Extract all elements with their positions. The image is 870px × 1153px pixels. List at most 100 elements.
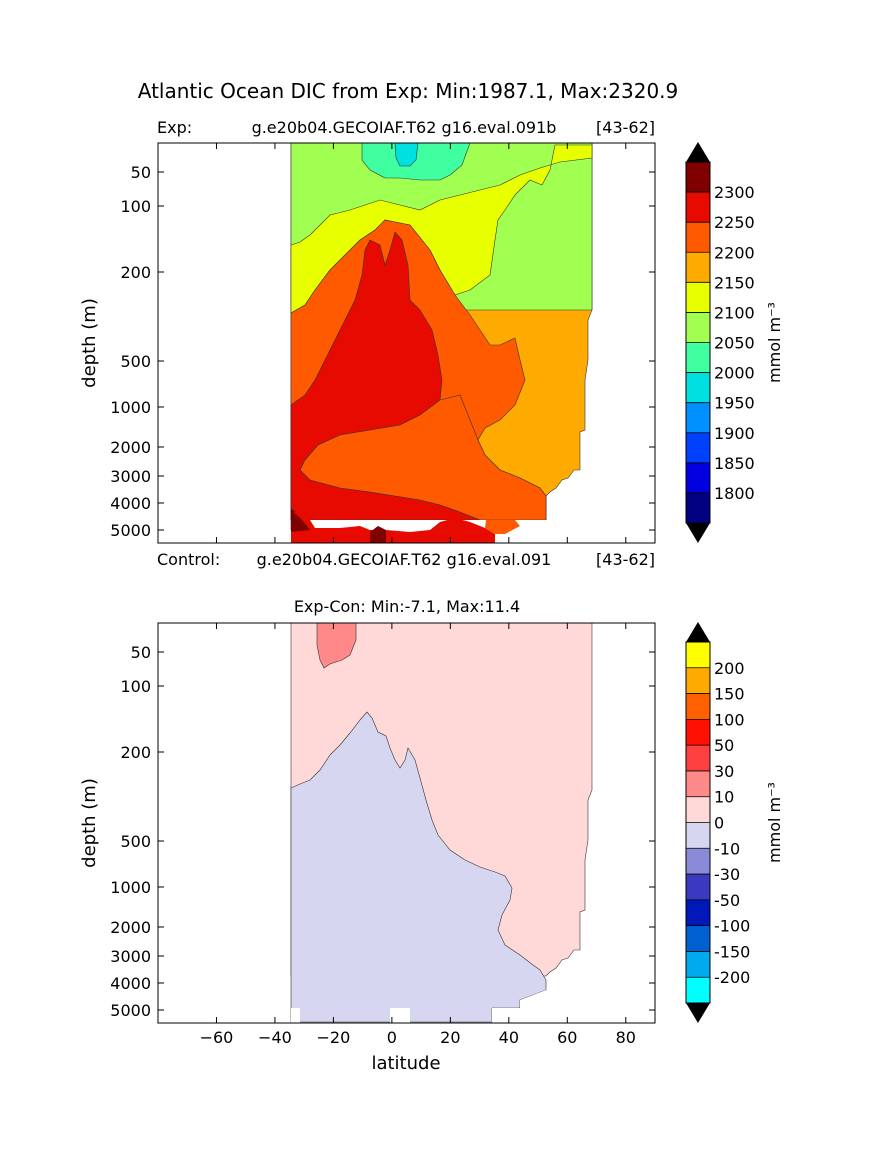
xtick-label: −60 [200,1028,234,1047]
colorbar-swatch [686,252,710,282]
colorbar-tick-label: 1800 [714,484,755,503]
colorbar-label: mmol m⁻³ [765,782,784,863]
colorbar-swatch [686,403,710,433]
colorbar-tick-label: 30 [714,762,734,781]
colorbar-swatch [686,926,710,952]
colorbar-tick-label: -150 [714,942,750,961]
colorbar-swatch [686,373,710,403]
ytick-label: 3000 [110,947,151,966]
ytick-label: 500 [120,832,151,851]
diff-title: Exp-Con: Min:-7.1, Max:11.4 [294,597,520,616]
exp-field [291,143,595,550]
colorbar-swatch [686,797,710,823]
colorbar-swatch [686,192,710,222]
colorbar-swatch [686,282,710,312]
diff-ylabel: depth (m) [79,778,100,868]
ytick-label: 50 [131,643,151,662]
exp-title-left: Exp: [157,118,192,137]
exp-title-center: g.e20b04.GECOIAF.T62 g16.eval.091b [252,118,557,137]
ytick-label: 4000 [110,494,151,513]
xtick-label: 60 [557,1028,577,1047]
colorbar-swatch [686,463,710,493]
colorbar-extend-over [686,622,710,642]
exp-panel: 50 100 200 500 1000 2000 3000 4000 5000 depth (m… [79,143,655,550]
xtick-label: 80 [616,1028,636,1047]
colorbar-swatch [686,642,710,668]
ytick-label: 100 [120,677,151,696]
colorbar-swatch [686,951,710,977]
colorbar-tick-label: 2300 [714,183,755,202]
colorbar-swatch [686,694,710,720]
colorbar-swatch [686,312,710,342]
figure-suptitle: Atlantic Ocean DIC from Exp: Min:1987.1,… [138,79,679,103]
colorbar-tick-label: 2200 [714,243,755,262]
colorbar-swatch [686,771,710,797]
colorbar-label: mmol m⁻³ [765,302,784,383]
colorbar-tick-label: -50 [714,891,740,910]
colorbar-tick-label: 0 [714,814,724,833]
ytick-label: 1000 [110,878,151,897]
colorbar-swatch [686,162,710,192]
colorbar-swatch [686,848,710,874]
ytick-label: 500 [120,352,151,371]
colorbar-swatch [686,823,710,849]
control-title-right: [43-62] [596,550,655,569]
colorbar-tick-label: 1900 [714,424,755,443]
colorbar-tick-label: 150 [714,685,745,704]
xtick-label: 0 [387,1028,397,1047]
ytick-label: 100 [120,197,151,216]
xtick-label: −40 [258,1028,292,1047]
colorbar-tick-label: 10 [714,788,734,807]
xtick-label: 40 [499,1028,519,1047]
diff-colorbar: -200-150-100-50-30-100103050100150200mmo… [686,622,784,1023]
exp-white-fill-right [495,534,595,543]
colorbar-tick-label: 2250 [714,213,755,232]
colorbar-tick-label: 100 [714,710,745,729]
colorbar-tick-label: 1850 [714,454,755,473]
ytick-label: 3000 [110,467,151,486]
colorbar-tick-label: 2050 [714,334,755,353]
colorbar-swatch [686,745,710,771]
diff-field [291,623,592,1023]
colorbar-swatch [686,222,710,252]
colorbar-tick-label: -10 [714,839,740,858]
exp-title-right: [43-62] [596,118,655,137]
colorbar-tick-label: 2000 [714,364,755,383]
colorbar-swatch [686,719,710,745]
colorbar-tick-label: 2100 [714,303,755,322]
colorbar-swatch [686,874,710,900]
colorbar-swatch [686,668,710,694]
colorbar-tick-label: 2150 [714,273,755,292]
ytick-label: 4000 [110,974,151,993]
ytick-label: 2000 [110,918,151,937]
colorbar-tick-label: 50 [714,736,734,755]
colorbar-swatch [686,977,710,1003]
ytick-label: 2000 [110,438,151,457]
colorbar-tick-label: -100 [714,917,750,936]
control-title-center: g.e20b04.GECOIAF.T62 g16.eval.091 [257,550,552,569]
colorbar-swatch [686,900,710,926]
colorbar-swatch [686,493,710,523]
colorbar-swatch [686,343,710,373]
colorbar-extend-under [686,523,710,543]
colorbar-tick-label: -30 [714,865,740,884]
colorbar-tick-label: 1950 [714,394,755,413]
colorbar-tick-label: 200 [714,659,745,678]
control-title-left: Control: [157,550,220,569]
colorbar-tick-label: -200 [714,968,750,987]
diff-xlabel: latitude [371,1053,440,1074]
ytick-label: 50 [131,163,151,182]
xtick-label: −20 [317,1028,351,1047]
ytick-label: 200 [120,743,151,762]
exp-colorbar: 1800 1850 1900 1950 2000 2050 2100 2150 2200 2250… [686,142,784,543]
colorbar-extend-over [686,142,710,162]
ytick-label: 1000 [110,398,151,417]
colorbar-extend-under [686,1003,710,1023]
ytick-label: 5000 [110,521,151,540]
xtick-label: 20 [440,1028,460,1047]
ytick-label: 5000 [110,1001,151,1020]
ytick-label: 200 [120,263,151,282]
exp-ylabel: depth (m) [79,298,100,388]
